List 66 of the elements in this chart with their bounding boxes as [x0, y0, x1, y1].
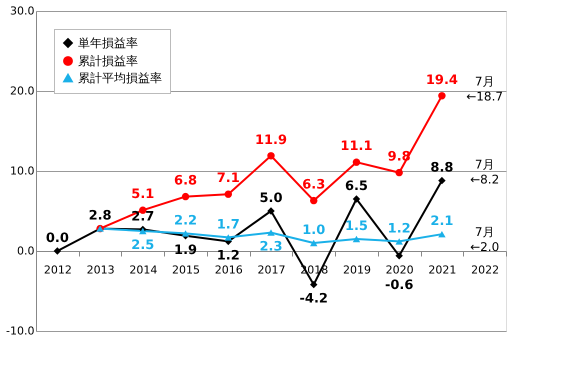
data-label: 2.7: [131, 209, 154, 224]
data-label: 2.1: [430, 214, 454, 230]
annotation: 7月 ←8.2: [470, 158, 500, 187]
x-tick-label: 2016: [214, 264, 243, 276]
point: [395, 238, 403, 245]
data-label: 6.5: [344, 179, 368, 194]
x-tick-label: 2022: [471, 264, 500, 276]
point: [182, 192, 190, 200]
x-tick-label: 2013: [86, 264, 115, 276]
x-tick-label: 2017: [258, 264, 286, 276]
data-label: 1.5: [344, 219, 368, 234]
point: [352, 236, 360, 242]
x-tick-label: 2012: [44, 264, 72, 276]
data-label: 1.2: [388, 221, 411, 236]
x-tick-label: 2014: [129, 264, 158, 276]
data-label: 2.3: [259, 240, 283, 255]
data-label: 5.1: [131, 187, 154, 202]
data-label: -0.6: [384, 278, 414, 293]
point: [310, 280, 318, 288]
point: [310, 240, 318, 246]
point: [224, 234, 232, 241]
data-label: 2.2: [174, 213, 198, 228]
data-label: 7.1: [216, 171, 240, 186]
point: [310, 196, 318, 204]
point: [54, 247, 62, 255]
y-tick-label: 30.0: [10, 4, 34, 18]
point: [352, 158, 360, 166]
data-label: 5.0: [259, 191, 283, 206]
point: [224, 190, 232, 198]
point: [438, 230, 446, 238]
point: [352, 195, 360, 203]
point: [438, 176, 446, 184]
point: [438, 92, 446, 100]
x-tick-label: 2021: [428, 264, 456, 276]
data-label: 1.0: [302, 223, 326, 238]
point: [267, 207, 275, 215]
legend-label: 累計平均損益率: [78, 71, 162, 85]
data-label: 19.4: [426, 72, 458, 88]
data-label: 2.8: [88, 208, 112, 224]
point: [182, 230, 190, 237]
x-tick-label: 2020: [386, 264, 414, 276]
y-tick-label: -10.0: [6, 324, 34, 338]
data-label: 1.2: [216, 248, 240, 264]
data-label: 6.3: [302, 178, 326, 193]
y-tick-label: 0.0: [17, 244, 34, 258]
annotation: 7月 ←2.0: [470, 224, 500, 254]
point: [395, 168, 403, 176]
data-label: 1.7: [216, 217, 240, 232]
point: [267, 229, 275, 236]
x-tick-label: 2015: [172, 264, 200, 276]
y-tick-label: 20.0: [10, 84, 34, 98]
data-label: 0.0: [46, 231, 69, 246]
data-label: 11.9: [254, 132, 288, 148]
point: [395, 252, 403, 260]
annotation: 7月 ←18.7: [466, 74, 504, 104]
data-label: 11.1: [340, 139, 372, 154]
x-tick-label: 2019: [342, 264, 371, 276]
data-label: 6.8: [174, 174, 198, 189]
data-label: 8.8: [430, 160, 454, 176]
legend-label: 単年損益率: [78, 36, 138, 50]
data-label: -4.2: [300, 292, 328, 307]
data-label: 2.5: [131, 238, 154, 253]
data-label: 1.9: [174, 242, 198, 258]
y-tick-label: 10.0: [10, 164, 34, 178]
point: [267, 152, 275, 160]
legend-label: 累計損益率: [78, 54, 138, 68]
